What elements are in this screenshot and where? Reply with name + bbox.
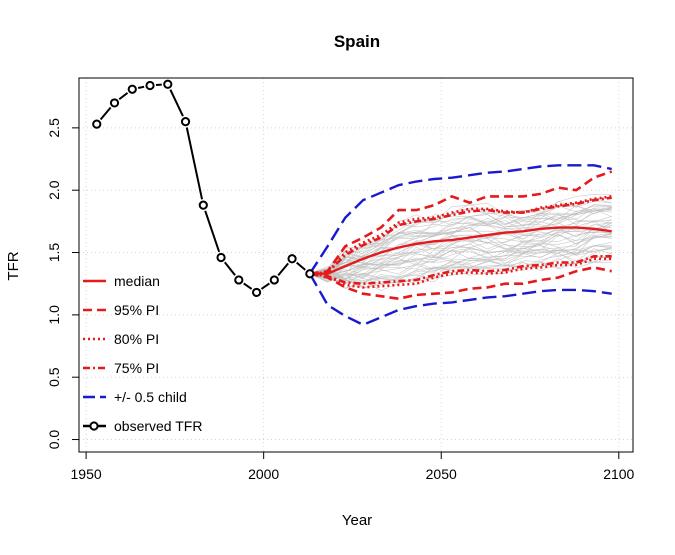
x-tick-label: 1950 xyxy=(71,466,102,482)
observed-point xyxy=(182,118,189,125)
observed-point xyxy=(235,276,242,283)
legend-label: 80% PI xyxy=(114,331,159,347)
observed-segment xyxy=(225,262,235,275)
observed-segment xyxy=(205,211,219,252)
observed-point xyxy=(217,254,224,261)
observed-point xyxy=(288,255,295,262)
observed-point xyxy=(271,276,278,283)
observed-segment xyxy=(244,283,252,289)
observed-point xyxy=(253,289,260,296)
observed-segment xyxy=(138,87,144,88)
observed-point xyxy=(111,99,118,106)
observed-segment xyxy=(119,93,127,99)
observed-point xyxy=(146,82,153,89)
legend-label: +/- 0.5 child xyxy=(114,389,187,405)
observed-point xyxy=(306,270,313,277)
series-layer xyxy=(93,81,612,325)
y-tick-label: 1.5 xyxy=(46,243,62,263)
observed-segment xyxy=(278,263,288,275)
y-axis-label: TFR xyxy=(5,251,22,280)
observed-segment xyxy=(101,108,111,120)
legend-label: observed TFR xyxy=(114,418,202,434)
x-tick-label: 2000 xyxy=(248,466,279,482)
legend: median 95% PI 80% PI 75% PI +/- 0.5 child obs… xyxy=(83,273,202,434)
chart-title: Spain xyxy=(334,32,380,51)
legend-label: 95% PI xyxy=(114,302,159,318)
legend-label: median xyxy=(114,273,160,289)
x-tick-label: 2100 xyxy=(603,466,634,482)
y-tick-label: 2.5 xyxy=(46,118,62,138)
observed-point xyxy=(93,121,100,128)
y-tick-label: 2.0 xyxy=(46,180,62,200)
legend-label: 75% PI xyxy=(114,360,159,376)
observed-point xyxy=(164,81,171,88)
observed-point xyxy=(200,202,207,209)
observed-segment xyxy=(187,128,202,200)
y-tick-label: 0.0 xyxy=(46,430,62,450)
x-tick-label: 2050 xyxy=(426,466,457,482)
x-axis-label: Year xyxy=(342,512,372,529)
y-tick-label: 1.0 xyxy=(46,305,62,325)
observed-segment xyxy=(297,263,306,270)
observed-point xyxy=(129,86,136,93)
observed-segment xyxy=(170,90,183,117)
observed-segment xyxy=(261,283,269,289)
y-tick-label: 0.5 xyxy=(46,367,62,387)
legend-marker xyxy=(90,422,97,429)
